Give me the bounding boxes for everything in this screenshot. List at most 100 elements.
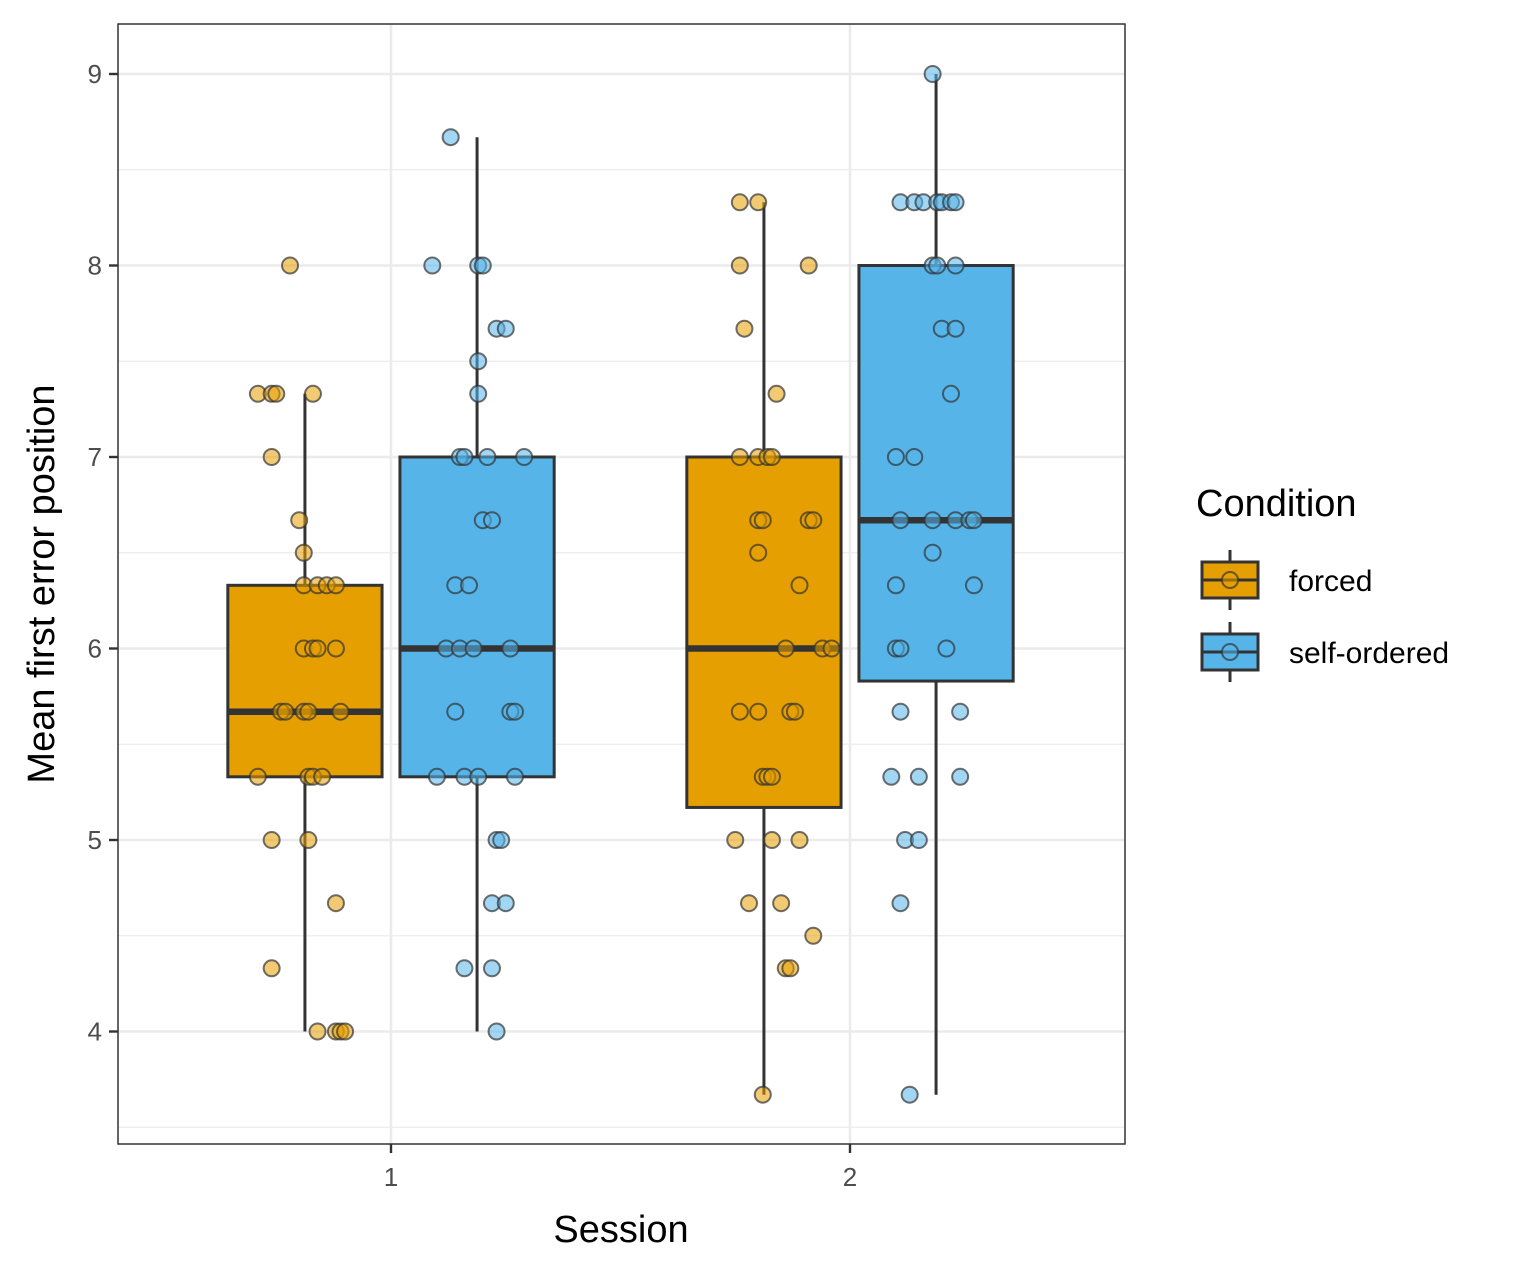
data-point-self-ordered: [515, 448, 534, 466]
data-point-self-ordered: [886, 448, 905, 466]
data-point-self-ordered: [905, 448, 924, 466]
legend: Condition forced self-ordered: [1196, 483, 1449, 682]
box-rect: [685, 455, 843, 809]
data-point-forced: [749, 702, 768, 721]
data-point-self-ordered: [928, 256, 947, 275]
data-point-self-ordered: [482, 959, 501, 978]
x-tick-label: 1: [384, 1162, 398, 1192]
data-point-self-ordered: [923, 511, 942, 530]
data-point-self-ordered: [464, 639, 483, 658]
data-point-self-ordered: [473, 256, 492, 275]
data-point-self-ordered: [886, 576, 905, 595]
data-point-self-ordered: [446, 702, 465, 721]
data-point-self-ordered: [891, 639, 910, 658]
legend-label-self-ordered: self-ordered: [1289, 637, 1449, 670]
data-point-forced: [281, 256, 300, 275]
data-point-forced: [730, 448, 749, 466]
data-point-forced: [308, 1022, 327, 1041]
y-axis-title: Mean first error position: [21, 384, 63, 783]
data-point-forced: [303, 384, 322, 403]
data-point-self-ordered: [505, 767, 524, 786]
data-point-forced: [785, 702, 804, 721]
data-point-forced: [326, 894, 345, 913]
data-point-forced: [331, 702, 350, 721]
data-point-self-ordered: [482, 511, 501, 530]
data-point-forced: [262, 448, 281, 466]
y-tick-label: 9: [88, 59, 102, 89]
data-point-forced: [726, 831, 745, 849]
data-point-forced: [790, 576, 809, 595]
data-point-self-ordered: [492, 831, 511, 849]
data-point-self-ordered: [964, 576, 983, 595]
data-point-forced: [326, 576, 345, 595]
data-point-forced: [767, 384, 786, 403]
data-point-forced: [326, 639, 345, 658]
data-point-self-ordered: [951, 767, 970, 786]
data-point-self-ordered: [951, 702, 970, 721]
data-point-forced: [308, 639, 327, 658]
data-point-forced: [740, 894, 759, 913]
data-point-forced: [730, 702, 749, 721]
data-point-self-ordered: [941, 384, 960, 403]
legend-keys: [1200, 550, 1260, 682]
data-point-forced: [299, 831, 318, 849]
data-point-forced: [749, 543, 768, 562]
data-point-self-ordered: [427, 767, 446, 786]
data-point-self-ordered: [891, 702, 910, 721]
data-point-forced: [313, 767, 332, 786]
y-tick-label: 7: [88, 442, 102, 472]
y-tick-label: 5: [88, 825, 102, 855]
data-point-self-ordered: [460, 576, 479, 595]
data-point-self-ordered: [505, 702, 524, 721]
plot-panel-border: [117, 23, 1126, 1145]
axes: 4 5 6 7 8 9 1 2: [88, 59, 858, 1192]
data-point-forced: [822, 639, 841, 658]
data-point-forced: [776, 639, 795, 658]
data-point-self-ordered: [501, 639, 520, 658]
data-point-self-ordered: [496, 319, 515, 338]
data-point-forced: [804, 511, 823, 530]
data-point-self-ordered: [900, 1085, 919, 1104]
data-point-self-ordered: [478, 448, 497, 466]
box-rect: [226, 583, 384, 779]
data-point-forced: [781, 959, 800, 978]
data-point-forced: [267, 384, 286, 403]
data-point-forced: [790, 831, 809, 849]
data-point-self-ordered: [946, 256, 965, 275]
y-tick-label: 4: [88, 1017, 102, 1047]
data-point-forced: [772, 894, 791, 913]
x-axis-title: Session: [553, 1209, 688, 1251]
legend-key-point: [1221, 643, 1239, 661]
data-point-forced: [299, 702, 318, 721]
legend-key-point: [1221, 571, 1239, 589]
data-point-self-ordered: [964, 511, 983, 530]
data-point-forced: [799, 256, 818, 275]
data-point-forced: [294, 543, 313, 562]
data-point-self-ordered: [946, 193, 965, 212]
data-point-self-ordered: [891, 894, 910, 913]
data-point-self-ordered: [946, 319, 965, 338]
data-point-self-ordered: [487, 1022, 506, 1041]
y-tick-label: 6: [88, 634, 102, 664]
data-point-forced: [262, 959, 281, 978]
data-point-self-ordered: [469, 352, 488, 371]
legend-title: Condition: [1196, 483, 1357, 525]
x-tick-label: 2: [843, 1162, 857, 1192]
data-point-forced: [730, 256, 749, 275]
data-point-forced: [804, 926, 823, 945]
legend-label-forced: forced: [1289, 565, 1372, 598]
legend-key-self-ordered: [1200, 622, 1260, 682]
legend-key-forced: [1200, 550, 1260, 610]
jitter-points: [248, 65, 983, 1104]
data-point-self-ordered: [469, 384, 488, 403]
data-point-self-ordered: [937, 639, 956, 658]
data-point-self-ordered: [923, 65, 942, 83]
data-point-self-ordered: [923, 543, 942, 562]
data-point-self-ordered: [423, 256, 442, 275]
data-point-forced: [753, 511, 772, 530]
data-point-self-ordered: [909, 831, 928, 849]
box-rect: [398, 455, 556, 779]
data-point-self-ordered: [496, 894, 515, 913]
data-point-forced: [248, 767, 267, 786]
